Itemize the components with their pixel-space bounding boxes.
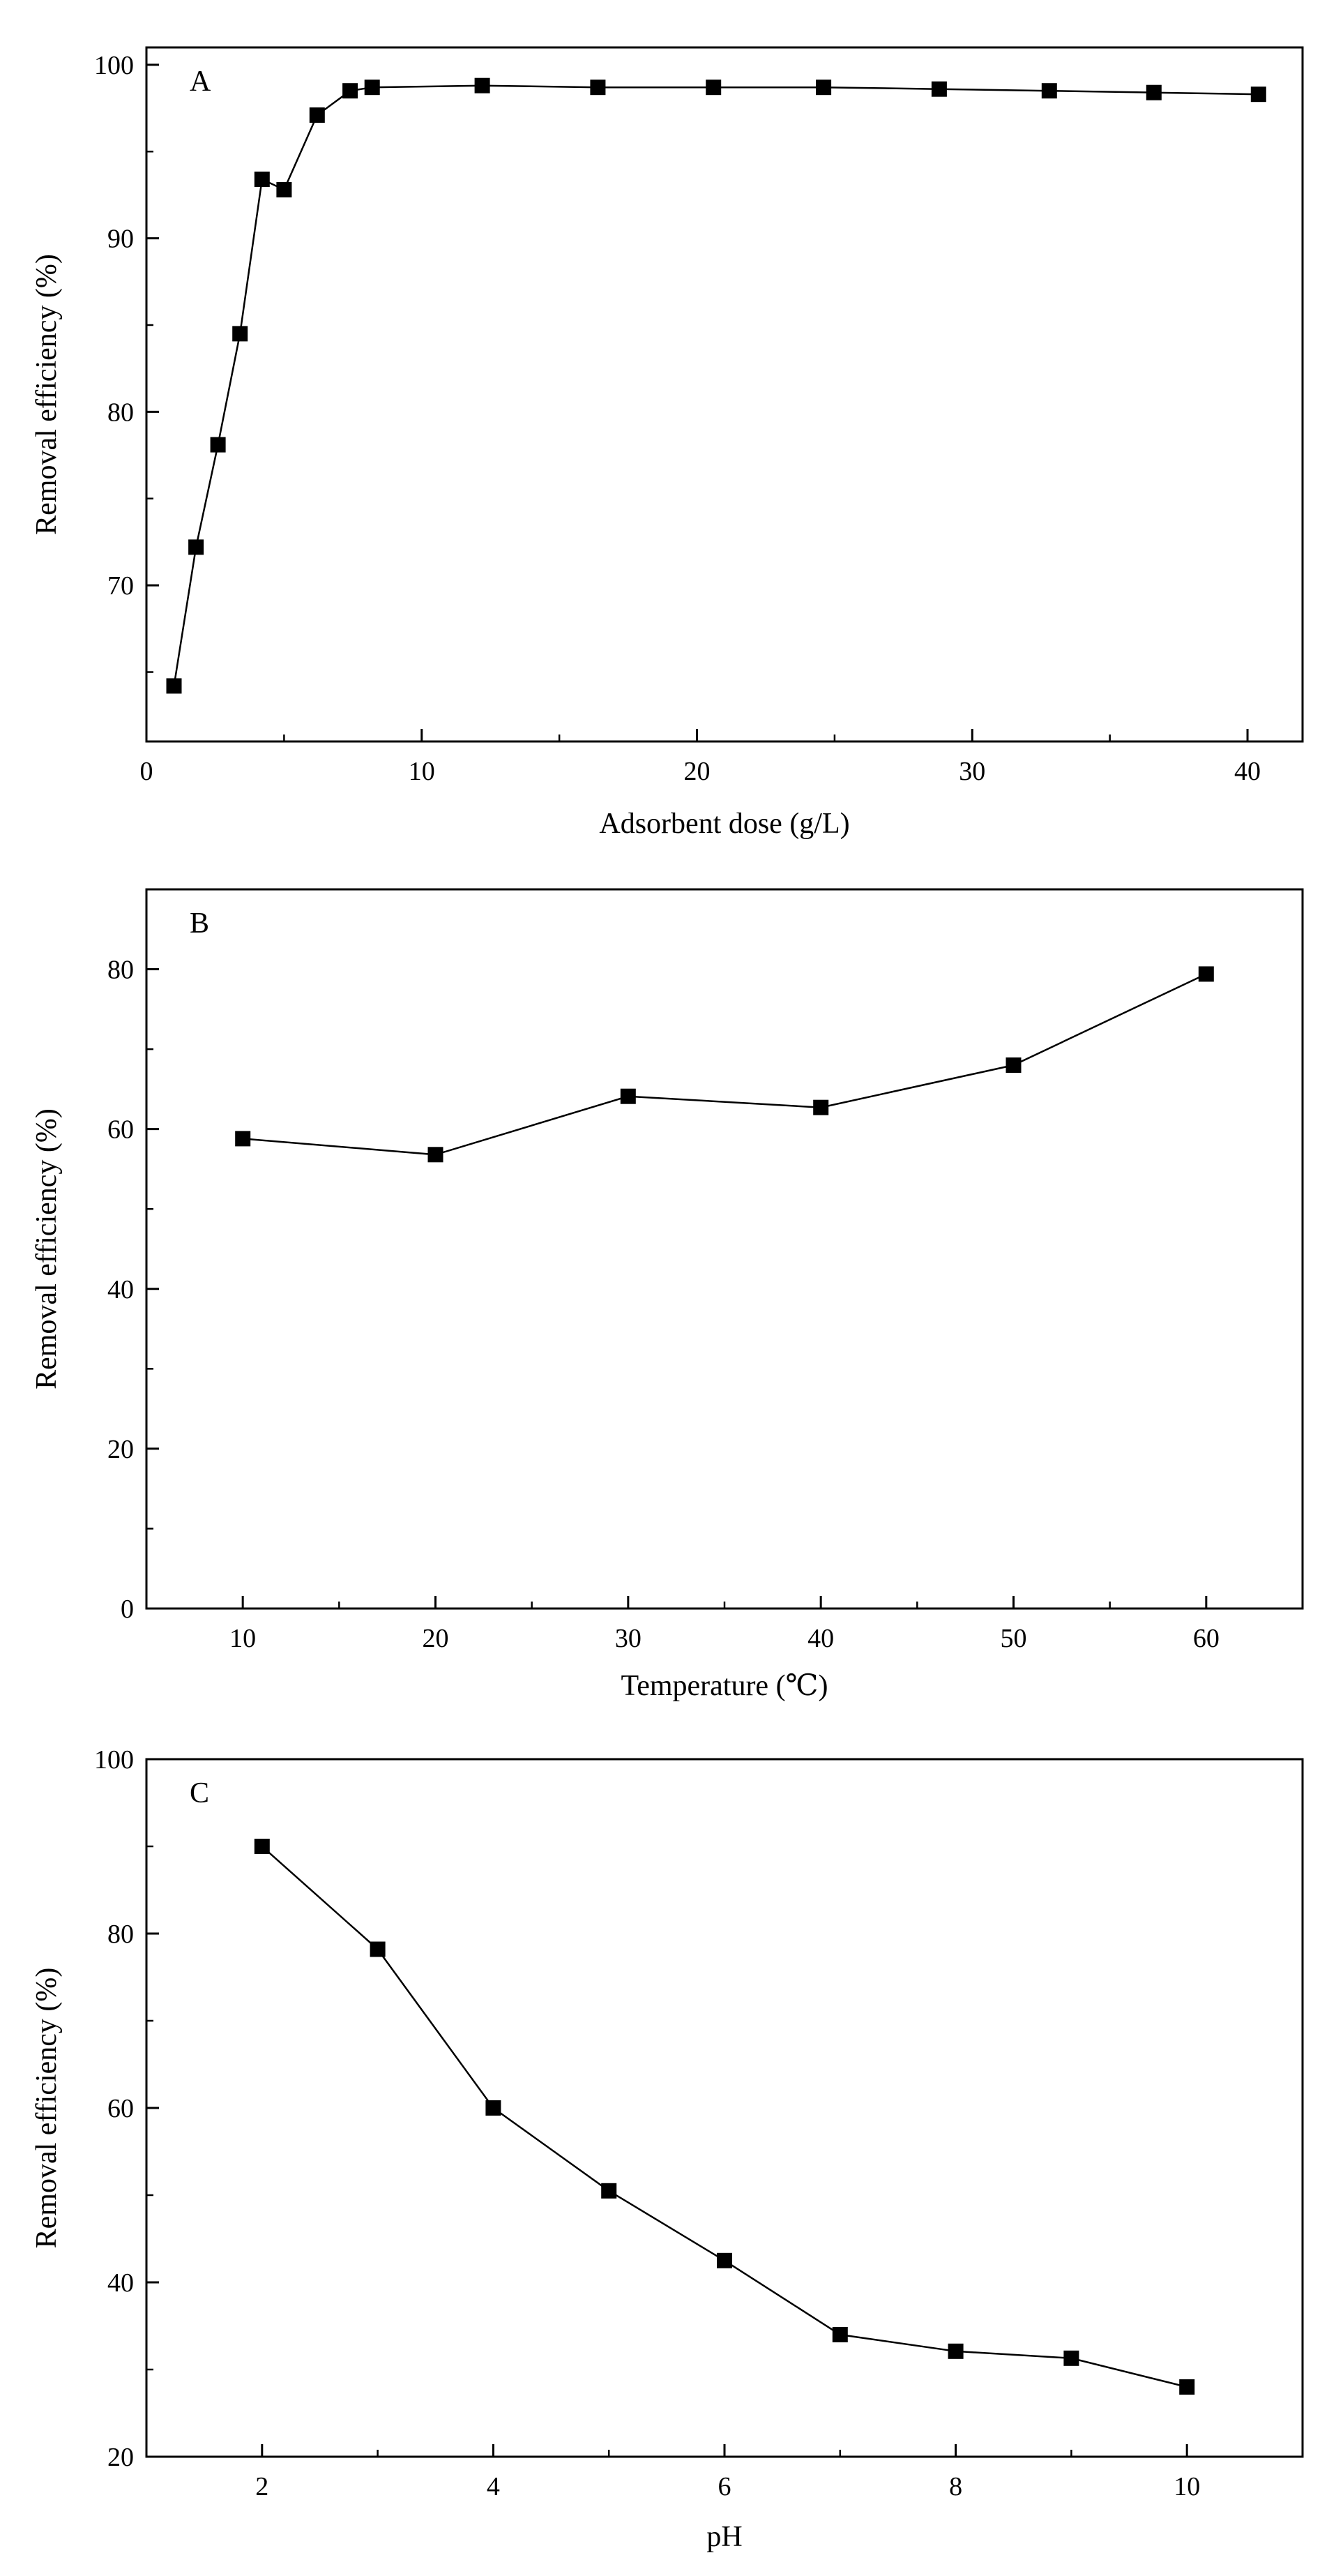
data-point: [706, 80, 722, 96]
data-point: [485, 2100, 501, 2116]
data-point: [254, 172, 270, 187]
x-tick-label: 40: [1234, 757, 1261, 786]
data-point: [232, 326, 248, 342]
y-tick-label: 60: [107, 1115, 134, 1145]
series-line-2-0: [261, 1846, 1188, 2388]
x-tick-label: 10: [1174, 2472, 1200, 2501]
data-point: [1250, 86, 1266, 103]
data-point: [188, 539, 204, 555]
x-tick-label: 60: [1193, 1624, 1220, 1653]
y-tick-label: 40: [107, 2268, 134, 2298]
y-tick-label: 70: [107, 571, 134, 601]
data-point: [1063, 2350, 1079, 2366]
panel-label-A: A: [190, 66, 211, 98]
data-point: [816, 80, 832, 96]
y-axis-title: Removal efficiency (%): [31, 254, 63, 535]
y-tick-label: 20: [107, 1435, 134, 1464]
y-tick-label: 0: [121, 1595, 134, 1624]
y-axis-title: Removal efficiency (%): [31, 1108, 63, 1389]
x-tick-label: 4: [487, 2472, 500, 2501]
data-point: [235, 1131, 251, 1147]
data-point: [342, 83, 358, 99]
y-tick-label: 20: [107, 2443, 134, 2472]
y-tick-label: 60: [107, 2094, 134, 2123]
data-point: [948, 2343, 964, 2359]
y-tick-label: 80: [107, 1920, 134, 1949]
x-tick-label: 50: [1001, 1624, 1027, 1653]
data-point: [931, 81, 947, 97]
x-tick-label: 20: [423, 1624, 449, 1653]
data-point: [370, 1941, 386, 1957]
x-tick-label: 6: [718, 2472, 731, 2501]
y-tick-label: 80: [107, 398, 134, 427]
data-point: [1146, 84, 1162, 100]
data-point: [1179, 2379, 1195, 2395]
x-tick-label: 10: [229, 1624, 256, 1653]
x-tick-label: 30: [615, 1624, 642, 1653]
y-axis-title: Removal efficiency (%): [31, 1968, 63, 2249]
data-point: [1041, 83, 1057, 99]
plot-frame-2: [145, 1758, 1304, 2458]
series-line-1-0: [243, 973, 1207, 1156]
data-point: [1006, 1057, 1022, 1073]
data-point: [717, 2252, 732, 2268]
x-tick-label: 10: [409, 757, 435, 786]
x-tick-label: 30: [959, 757, 985, 786]
data-point: [832, 2327, 848, 2342]
data-point: [620, 1088, 636, 1104]
data-point: [166, 678, 182, 694]
x-tick-label: 8: [949, 2472, 962, 2501]
panel-label-B: B: [190, 907, 209, 940]
x-tick-label: 40: [807, 1624, 834, 1653]
series-line-0-0: [173, 84, 1259, 686]
y-tick-label: 100: [94, 1745, 134, 1775]
data-point: [276, 182, 292, 197]
x-axis-title: Adsorbent dose (g/L): [599, 808, 849, 840]
data-point: [474, 77, 490, 93]
data-point: [254, 1839, 270, 1854]
x-axis-title: Temperature (℃): [621, 1670, 828, 1702]
y-tick-label: 100: [94, 51, 134, 80]
x-tick-label: 20: [684, 757, 711, 786]
y-tick-label: 40: [107, 1275, 134, 1304]
data-point: [601, 2183, 617, 2199]
x-tick-label: 0: [140, 757, 153, 786]
data-point: [813, 1099, 829, 1115]
data-point: [309, 107, 325, 123]
plot-frame-0: [145, 46, 1304, 743]
data-point: [210, 437, 226, 453]
x-axis-title: pH: [706, 2521, 742, 2553]
x-tick-label: 2: [255, 2472, 268, 2501]
data-point: [364, 80, 380, 96]
data-point: [1198, 966, 1214, 982]
data-point: [590, 80, 606, 96]
panel-label-C: C: [190, 1777, 209, 1809]
data-point: [427, 1147, 443, 1163]
plot-frame-1: [145, 888, 1304, 1610]
y-tick-label: 90: [107, 225, 134, 254]
y-tick-label: 80: [107, 956, 134, 985]
